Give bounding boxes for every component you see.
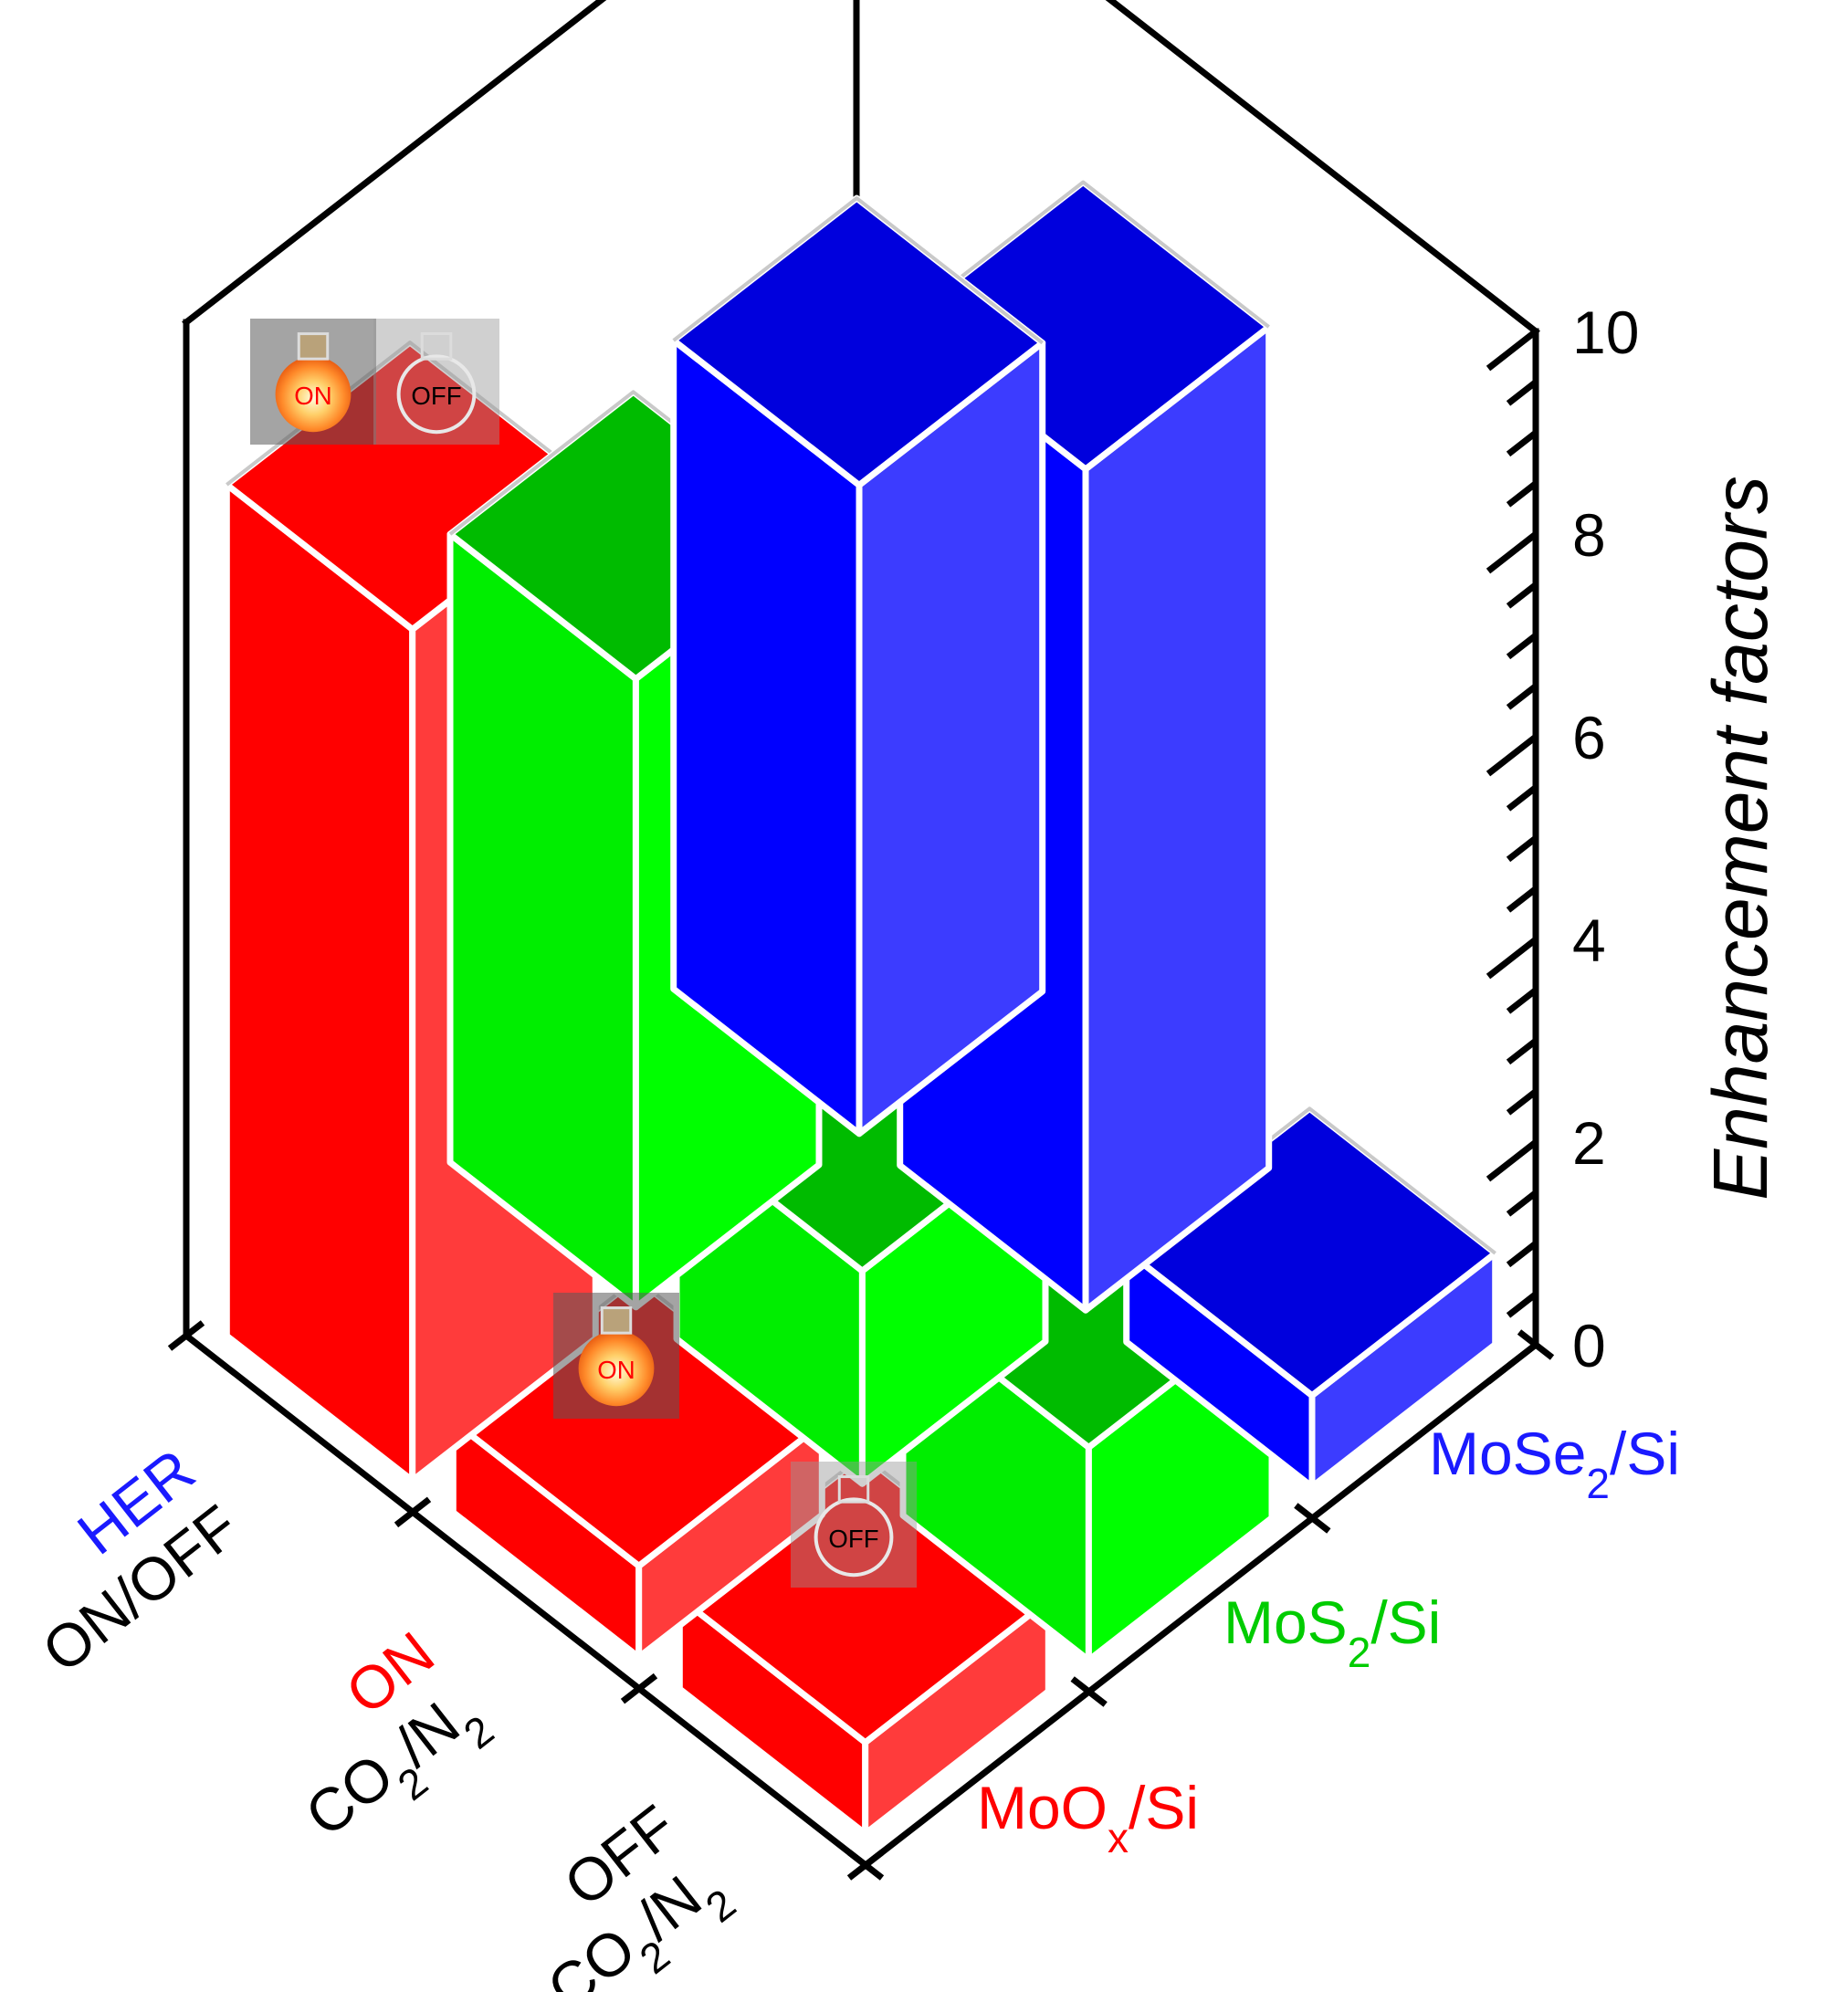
bars-group xyxy=(223,179,1499,1837)
z-tick-label: 0 xyxy=(1572,1312,1606,1379)
bulb-base-icon xyxy=(600,1306,633,1335)
z-major-tick xyxy=(1486,1139,1538,1182)
bulb-base-icon xyxy=(420,332,453,361)
z-minor-tick xyxy=(1506,987,1538,1014)
bulb-backdrop xyxy=(791,1462,917,1588)
y-axis-tick xyxy=(1070,1676,1108,1707)
bulb-base-icon xyxy=(297,332,330,361)
z-major-tick xyxy=(1486,937,1538,980)
her-on-bulb: ON xyxy=(250,319,376,445)
bar-side-right xyxy=(1082,323,1273,1314)
z-major-tick xyxy=(1486,1342,1538,1385)
z-tick-label: 8 xyxy=(1572,501,1606,569)
z-minor-tick xyxy=(1506,582,1538,609)
bulb-off-icon xyxy=(396,354,477,435)
z-minor-tick xyxy=(1506,1241,1538,1268)
x-category-axis xyxy=(182,1331,870,1870)
axis-frame xyxy=(167,0,1555,1881)
z-minor-tick xyxy=(1506,633,1538,660)
bulb-on-icon xyxy=(275,356,352,433)
z-minor-tick xyxy=(1506,379,1538,406)
y-axis-tick xyxy=(1294,1503,1331,1534)
bulb-label: OFF xyxy=(411,382,461,410)
z-minor-tick xyxy=(1506,1291,1538,1318)
z-minor-tick xyxy=(1506,886,1538,913)
z-minor-tick xyxy=(1506,480,1538,508)
y-category-label-1: MoS2/Si xyxy=(1223,1588,1441,1676)
annotations-group: ON OFF ON OFF xyxy=(250,319,917,1588)
z-minor-tick xyxy=(1506,430,1538,457)
z-tick-label: 6 xyxy=(1572,704,1606,771)
her-off-bulb: OFF xyxy=(373,319,499,445)
bulb-on-icon xyxy=(578,1330,655,1407)
y-category-label-0: MoOx/Si xyxy=(977,1774,1199,1861)
y-category-axis xyxy=(861,1340,1540,1870)
z-tick-label: 2 xyxy=(1572,1109,1606,1177)
bulb-label: OFF xyxy=(828,1525,878,1553)
co2-off-bulb: OFF xyxy=(791,1462,917,1588)
bar-mose2si-0 xyxy=(670,194,1046,1138)
z-major-tick xyxy=(1486,734,1538,777)
x-axis-tick xyxy=(394,1496,432,1528)
top-back-edges xyxy=(182,0,1540,336)
z-minor-tick xyxy=(1506,1038,1538,1065)
z-minor-tick xyxy=(1506,683,1538,710)
bulb-base-icon xyxy=(837,1475,870,1504)
z-minor-tick xyxy=(1506,835,1538,863)
z-major-tick xyxy=(1486,531,1538,574)
bar-top-back-outline xyxy=(672,196,1044,345)
bar-side-left xyxy=(223,481,416,1484)
z-tick-label: 4 xyxy=(1572,907,1606,974)
bulb-label: ON xyxy=(294,382,331,410)
z-minor-tick xyxy=(1506,1088,1538,1116)
bulb-label: ON xyxy=(597,1356,635,1384)
z-minor-tick xyxy=(1506,784,1538,812)
z-tick-label: 10 xyxy=(1572,299,1639,366)
z-major-tick xyxy=(1486,329,1538,372)
co2-on-bulb: ON xyxy=(553,1293,679,1419)
bulb-off-icon xyxy=(814,1497,894,1578)
z-axis-title: Enhancement factors xyxy=(1697,476,1783,1200)
y-category-label-2: MoSe2/Si xyxy=(1429,1420,1680,1507)
bulb-backdrop xyxy=(373,319,499,445)
z-minor-tick xyxy=(1506,1190,1538,1217)
z-axis: 0 2 4 6 8 10 Enhancement factors xyxy=(1486,299,1783,1385)
x-axis-tick xyxy=(620,1672,658,1704)
y-axis-tick xyxy=(846,1850,885,1881)
x-axis-tick xyxy=(167,1320,205,1351)
